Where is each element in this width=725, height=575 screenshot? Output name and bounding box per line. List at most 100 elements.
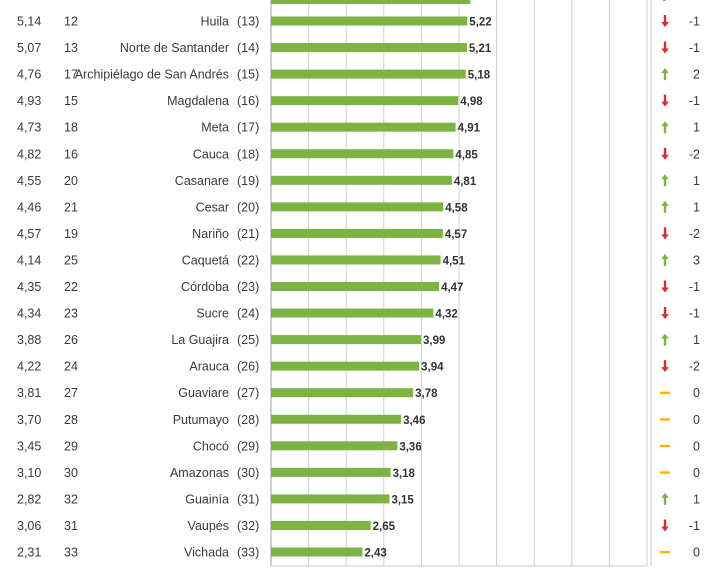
category-label: Putumayo — [173, 413, 229, 427]
previous-rank: 16 — [64, 147, 78, 161]
rank-change: -1 — [689, 15, 700, 29]
previous-value: 3,81 — [17, 386, 41, 400]
previous-rank: 19 — [64, 227, 78, 241]
arrow-up-icon — [661, 121, 669, 134]
previous-value: 4,55 — [17, 174, 41, 188]
previous-rank: 17 — [64, 68, 78, 82]
current-rank: (32) — [237, 519, 259, 533]
current-rank: (21) — [237, 227, 259, 241]
chart-row: 4,82 16 Cauca (18) 4,85 -2 — [17, 147, 700, 161]
previous-value: 4,57 — [17, 227, 41, 241]
category-label: Casanare — [175, 174, 229, 188]
previous-rank: 15 — [64, 94, 78, 108]
dash-icon — [660, 551, 670, 554]
rank-change: -1 — [689, 307, 700, 321]
previous-value: 4,22 — [17, 360, 41, 374]
bar-value-label: 3,46 — [403, 415, 425, 427]
chart-row: 4,73 18 Meta (17) 4,91 1 — [17, 121, 700, 135]
previous-rank: 31 — [64, 519, 78, 533]
category-label: Meta — [201, 121, 229, 135]
arrow-up-icon — [661, 200, 669, 213]
bar-value-label: 3,99 — [423, 335, 445, 347]
current-rank: (22) — [237, 253, 259, 267]
bar — [271, 149, 454, 159]
current-rank: (18) — [237, 147, 259, 161]
bar — [271, 308, 434, 318]
previous-rank: 21 — [64, 200, 78, 214]
bar — [271, 547, 363, 557]
partial-trend-icon — [663, 0, 666, 1]
current-rank: (20) — [237, 200, 259, 214]
dash-icon — [660, 444, 670, 448]
current-rank: (19) — [237, 174, 259, 188]
bar — [271, 228, 443, 238]
chart-row: 2,82 32 Guainía (31) 3,15 1 — [17, 492, 700, 506]
bar — [271, 175, 452, 185]
bar — [271, 494, 390, 504]
chart-row: 3,06 31 Vaupés (32) 2,65 -1 — [17, 519, 700, 533]
chart-row: 4,22 24 Arauca (26) 3,94 -2 — [17, 360, 700, 374]
rank-change: -2 — [689, 227, 700, 241]
bar — [271, 202, 444, 212]
current-rank: (33) — [237, 546, 259, 560]
bar — [271, 520, 371, 530]
bar — [271, 96, 459, 106]
bar-value-label: 4,85 — [455, 149, 478, 161]
partial-bar — [271, 0, 471, 4]
bar — [271, 43, 467, 53]
arrow-down-icon — [661, 360, 669, 373]
previous-value: 3,06 — [17, 519, 41, 533]
rank-change: 0 — [693, 386, 700, 400]
previous-rank: 32 — [64, 492, 78, 506]
rank-change: 1 — [693, 200, 700, 214]
current-rank: (31) — [237, 492, 259, 506]
category-label: Norte de Santander — [120, 41, 229, 55]
rank-change: 0 — [693, 439, 700, 453]
category-label: Archipiélago de San Andrés — [75, 68, 229, 82]
previous-rank: 24 — [64, 360, 78, 374]
bar-value-label: 5,18 — [468, 70, 491, 82]
category-label: Córdoba — [181, 280, 229, 294]
arrow-up-icon — [661, 174, 669, 187]
arrow-down-icon — [661, 94, 669, 107]
rank-change: 0 — [693, 466, 700, 480]
current-rank: (30) — [237, 466, 259, 480]
bar-value-label: 2,65 — [373, 521, 396, 533]
bar — [271, 414, 402, 424]
bar-value-label: 4,57 — [445, 229, 467, 241]
previous-value: 4,76 — [17, 68, 41, 82]
arrow-down-icon — [661, 41, 669, 54]
rank-change: 1 — [693, 492, 700, 506]
chart-row: 5,07 13 Norte de Santander (14) 5,21 -1 — [17, 41, 700, 55]
previous-value: 2,31 — [17, 546, 41, 560]
rank-change: 1 — [693, 121, 700, 135]
rank-change: 0 — [693, 546, 700, 560]
chart-row: 4,46 21 Cesar (20) 4,58 1 — [17, 200, 700, 214]
previous-rank: 28 — [64, 413, 78, 427]
current-rank: (29) — [237, 439, 259, 453]
bar — [271, 16, 468, 26]
bar-value-label: 5,21 — [469, 43, 492, 55]
previous-value: 2,82 — [17, 492, 41, 506]
chart-row: 4,55 20 Casanare (19) 4,81 1 — [17, 174, 700, 188]
current-rank: (27) — [237, 386, 259, 400]
rank-change: 2 — [693, 68, 700, 82]
arrow-down-icon — [661, 280, 669, 293]
previous-rank: 26 — [64, 333, 78, 347]
arrow-down-icon — [661, 227, 669, 240]
chart-row: 4,34 23 Sucre (24) 4,32 -1 — [17, 307, 700, 321]
chart-row: 3,88 26 La Guajira (25) 3,99 1 — [17, 333, 700, 347]
previous-value: 4,93 — [17, 94, 41, 108]
bar — [271, 441, 398, 451]
previous-value: 4,82 — [17, 147, 41, 161]
previous-value: 4,46 — [17, 200, 41, 214]
chart-row: 2,31 33 Vichada (33) 2,43 0 — [17, 546, 700, 560]
arrow-down-icon — [661, 307, 669, 320]
previous-rank: 30 — [64, 466, 78, 480]
previous-value: 4,34 — [17, 307, 41, 321]
previous-rank: 25 — [64, 253, 78, 267]
category-label: La Guajira — [171, 333, 229, 347]
rank-change: 1 — [693, 333, 700, 347]
chart-row: 3,45 29 Chocó (29) 3,36 0 — [17, 439, 700, 453]
